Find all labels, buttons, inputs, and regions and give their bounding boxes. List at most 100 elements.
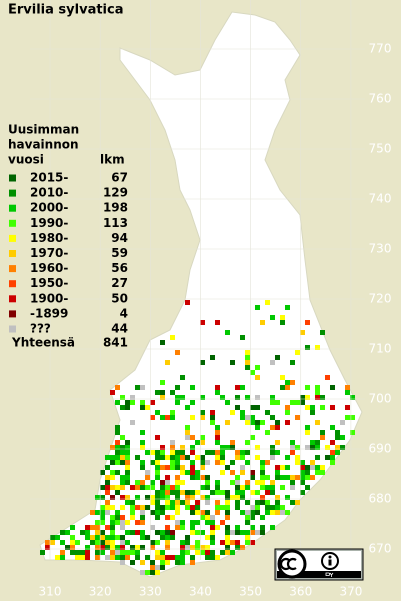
occurrence-square — [200, 550, 205, 555]
occurrence-square — [225, 420, 230, 425]
occurrence-square — [140, 560, 145, 565]
occurrence-square — [170, 505, 175, 510]
occurrence-square — [310, 475, 315, 480]
occurrence-square — [125, 495, 130, 500]
occurrence-square — [45, 540, 50, 545]
occurrence-square — [100, 515, 105, 520]
occurrence-square — [290, 380, 295, 385]
occurrence-square — [305, 385, 310, 390]
x-tick-label: 320 — [89, 585, 112, 599]
occurrence-square — [150, 495, 155, 500]
occurrence-square — [235, 495, 240, 500]
occurrence-square — [230, 445, 235, 450]
occurrence-square — [240, 545, 245, 550]
occurrence-square — [235, 395, 240, 400]
occurrence-square — [260, 480, 265, 485]
occurrence-square — [325, 375, 330, 380]
occurrence-square — [220, 455, 225, 460]
occurrence-square — [300, 460, 305, 465]
occurrence-square — [285, 455, 290, 460]
occurrence-square — [180, 375, 185, 380]
occurrence-square — [165, 465, 170, 470]
y-tick-label: 760 — [369, 92, 392, 106]
legend-count-header: lkm — [100, 153, 125, 167]
occurrence-square — [195, 490, 200, 495]
occurrence-square — [165, 515, 170, 520]
occurrence-square — [240, 335, 245, 340]
occurrence-square — [315, 395, 320, 400]
occurrence-square — [190, 450, 195, 455]
occurrence-square — [220, 445, 225, 450]
occurrence-square — [290, 445, 295, 450]
by-body — [328, 559, 332, 566]
occurrence-square — [245, 350, 250, 355]
occurrence-square — [150, 565, 155, 570]
occurrence-square — [120, 405, 125, 410]
occurrence-square — [340, 445, 345, 450]
occurrence-square — [205, 500, 210, 505]
occurrence-square — [225, 550, 230, 555]
occurrence-square — [255, 500, 260, 505]
occurrence-square — [270, 395, 275, 400]
occurrence-square — [285, 305, 290, 310]
occurrence-square — [165, 490, 170, 495]
occurrence-square — [95, 495, 100, 500]
occurrence-square — [185, 490, 190, 495]
occurrence-square — [155, 475, 160, 480]
legend-count: 94 — [111, 231, 128, 245]
occurrence-square — [255, 480, 260, 485]
occurrence-square — [50, 540, 55, 545]
occurrence-square — [145, 450, 150, 455]
occurrence-square — [315, 470, 320, 475]
occurrence-square — [290, 360, 295, 365]
occurrence-square — [225, 525, 230, 530]
occurrence-square — [325, 445, 330, 450]
occurrence-square — [145, 570, 150, 575]
occurrence-square — [270, 455, 275, 460]
occurrence-square — [110, 505, 115, 510]
occurrence-square — [130, 400, 135, 405]
occurrence-square — [175, 450, 180, 455]
occurrence-square — [185, 455, 190, 460]
occurrence-square — [250, 490, 255, 495]
occurrence-square — [225, 500, 230, 505]
occurrence-square — [165, 540, 170, 545]
occurrence-square — [295, 500, 300, 505]
occurrence-square — [85, 530, 90, 535]
occurrence-square — [125, 520, 130, 525]
legend-label: 2010- — [30, 186, 68, 200]
occurrence-square — [275, 465, 280, 470]
occurrence-square — [150, 500, 155, 505]
occurrence-square — [200, 440, 205, 445]
occurrence-square — [120, 540, 125, 545]
occurrence-square — [110, 485, 115, 490]
occurrence-square — [270, 425, 275, 430]
occurrence-square — [215, 385, 220, 390]
occurrence-square — [335, 445, 340, 450]
occurrence-square — [245, 395, 250, 400]
occurrence-square — [100, 550, 105, 555]
occurrence-square — [175, 555, 180, 560]
occurrence-square — [200, 455, 205, 460]
x-tick-label: 310 — [39, 585, 62, 599]
occurrence-square — [305, 320, 310, 325]
occurrence-square — [195, 540, 200, 545]
occurrence-square — [120, 545, 125, 550]
occurrence-square — [240, 465, 245, 470]
occurrence-square — [205, 515, 210, 520]
occurrence-square — [215, 555, 220, 560]
grid: 310 320 330 340 350 360 370 670 680 690 700 710 720 7… — [30, 0, 391, 599]
occurrence-square — [200, 435, 205, 440]
occurrence-square — [175, 400, 180, 405]
occurrence-square — [245, 420, 250, 425]
occurrence-square — [245, 530, 250, 535]
occurrence-square — [215, 450, 220, 455]
occurrence-square — [280, 475, 285, 480]
occurrence-square — [185, 430, 190, 435]
occurrence-square — [205, 520, 210, 525]
occurrence-square — [180, 395, 185, 400]
occurrence-square — [140, 520, 145, 525]
occurrence-square — [200, 510, 205, 515]
occurrence-square — [175, 460, 180, 465]
y-tick-label: 720 — [369, 292, 392, 306]
